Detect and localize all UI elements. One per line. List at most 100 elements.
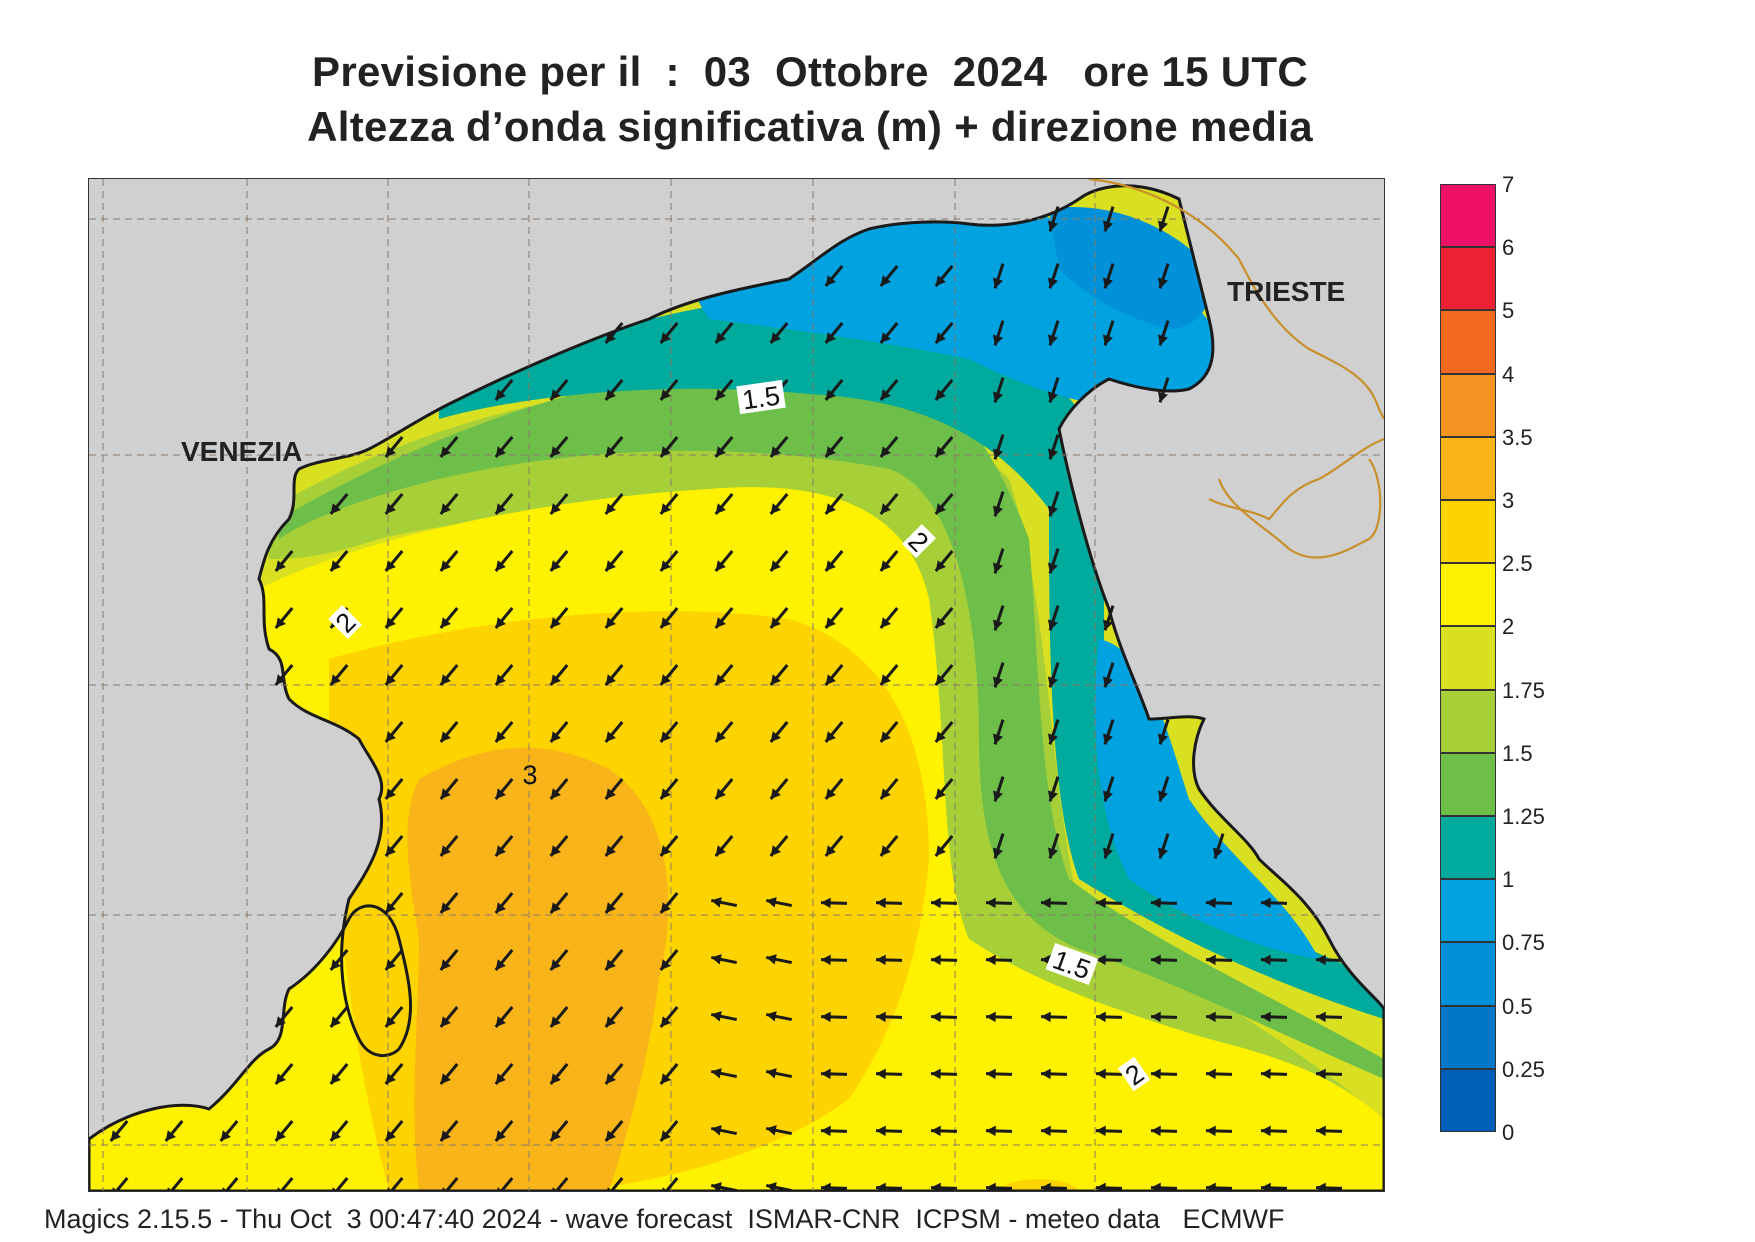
- wave-arrow: [1150, 1068, 1178, 1080]
- wave-arrow: [329, 1006, 349, 1028]
- wave-arrow: [985, 1011, 1013, 1023]
- wave-arrow: [769, 721, 789, 743]
- wave-arrow: [274, 550, 294, 572]
- wave-arrow: [384, 607, 404, 629]
- wave-arrow: [384, 778, 404, 800]
- wave-arrow: [494, 1120, 514, 1142]
- wave-arrow: [824, 379, 844, 401]
- wave-arrow: [274, 1063, 294, 1085]
- wave-arrow: [875, 1011, 903, 1023]
- wave-arrow: [710, 1068, 738, 1079]
- legend-swatch: [1440, 373, 1496, 437]
- wave-arrow: [875, 1182, 903, 1191]
- wave-arrow: [710, 954, 738, 965]
- wave-arrow: [604, 1006, 624, 1028]
- legend-swatch: [1440, 689, 1496, 753]
- wave-arrow: [992, 605, 1005, 631]
- wave-arrow: [549, 1120, 569, 1142]
- place-label-venezia: VENEZIA: [181, 436, 302, 467]
- wave-arrow: [439, 550, 459, 572]
- legend-label: 0.5: [1502, 993, 1533, 1019]
- wave-arrow: [439, 664, 459, 686]
- wave-arrow: [1205, 1125, 1233, 1137]
- wave-arrow: [1205, 1182, 1233, 1191]
- wave-arrow: [1315, 1011, 1343, 1023]
- wave-arrow: [879, 265, 899, 287]
- wave-arrow: [879, 493, 899, 515]
- wave-arrow: [1040, 1182, 1068, 1191]
- wave-arrow: [1047, 719, 1060, 745]
- wave-arrow: [824, 322, 844, 344]
- wave-arrow: [329, 550, 349, 572]
- wave-arrow: [714, 436, 734, 458]
- wave-arrow: [494, 436, 514, 458]
- wave-arrow: [1047, 548, 1060, 574]
- wave-arrow: [604, 607, 624, 629]
- legend-label: 3: [1502, 488, 1515, 513]
- wave-arrow: [494, 892, 514, 914]
- wave-arrow: [604, 835, 624, 857]
- wave-arrow: [765, 1011, 793, 1022]
- wave-arrow: [1205, 954, 1233, 966]
- wave-arrow: [1150, 1125, 1178, 1137]
- place-label-trieste: TRIESTE: [1227, 276, 1345, 307]
- wave-arrow: [710, 1011, 738, 1022]
- legend-swatch: [1440, 816, 1496, 880]
- wave-arrow: [879, 436, 899, 458]
- wave-arrow: [879, 721, 899, 743]
- wave-arrow: [879, 778, 899, 800]
- wave-arrow: [765, 897, 793, 908]
- wave-arrow: [274, 607, 294, 629]
- wave-arrow: [1157, 206, 1170, 232]
- wave-arrow: [1205, 897, 1233, 909]
- wave-arrow: [439, 607, 459, 629]
- wave-arrow: [934, 265, 954, 287]
- wave-arrow: [1102, 662, 1115, 688]
- wave-arrow: [604, 892, 624, 914]
- wave-arrow: [714, 835, 734, 857]
- wave-arrow: [494, 550, 514, 572]
- wave-arrow: [384, 493, 404, 515]
- legend-swatch: [1440, 184, 1496, 248]
- wave-arrow: [549, 721, 569, 743]
- legend-swatch: [1440, 436, 1496, 500]
- wave-arrow: [875, 1125, 903, 1137]
- legend-label: 1.25: [1502, 804, 1545, 829]
- legend-swatch: [1440, 1005, 1496, 1069]
- wave-arrow: [1157, 320, 1170, 346]
- wave-arrow: [710, 1125, 738, 1136]
- wave-arrow: [659, 1006, 679, 1028]
- wave-arrow: [384, 1120, 404, 1142]
- wave-arrow: [934, 721, 954, 743]
- wave-arrow: [824, 265, 844, 287]
- wave-arrow: [934, 778, 954, 800]
- legend-label: 2.5: [1502, 551, 1533, 577]
- wave-arrow: [1040, 1068, 1068, 1080]
- wave-arrow: [1260, 954, 1288, 966]
- wave-arrow: [1102, 320, 1115, 346]
- wave-arrow: [824, 835, 844, 857]
- wave-arrow: [765, 1125, 793, 1136]
- wave-arrow: [985, 1068, 1013, 1080]
- wave-arrow: [930, 1125, 958, 1137]
- wave-arrow: [549, 493, 569, 515]
- wave-arrow: [662, 1177, 679, 1191]
- wave-arrow: [714, 322, 734, 344]
- wave-arrow: [604, 1063, 624, 1085]
- wave-arrow: [442, 1177, 459, 1191]
- wave-arrow: [439, 1063, 459, 1085]
- wave-arrow: [1095, 954, 1123, 966]
- wave-arrow: [820, 1125, 848, 1137]
- legend-label: 0.25: [1502, 1056, 1545, 1082]
- wave-arrow: [549, 550, 569, 572]
- wave-arrow: [332, 1177, 349, 1191]
- wave-arrow: [384, 550, 404, 572]
- legend-swatch: [1440, 563, 1496, 627]
- legend-swatch: [1440, 752, 1496, 816]
- wave-arrow: [769, 664, 789, 686]
- wave-arrow: [930, 897, 958, 909]
- wave-arrow: [1095, 1125, 1123, 1137]
- wave-arrow: [765, 1182, 793, 1191]
- wave-arrow: [1157, 719, 1170, 745]
- wave-arrow: [1260, 1182, 1288, 1191]
